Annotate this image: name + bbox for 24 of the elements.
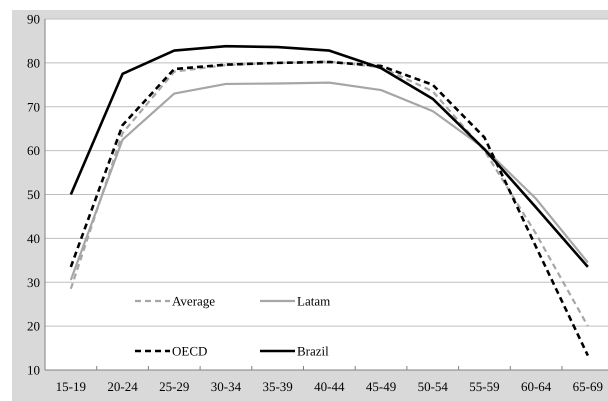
x-tick-label: 20-24 <box>107 379 138 394</box>
x-tick-label: 55-59 <box>469 379 500 394</box>
y-tick-label: 40 <box>27 230 40 246</box>
y-tick-label: 90 <box>27 12 40 27</box>
y-tick-label: 60 <box>27 143 40 158</box>
legend-label: Brazil <box>297 344 330 359</box>
y-tick-label: 80 <box>27 55 40 70</box>
x-tick-label: 60-64 <box>520 379 552 394</box>
y-tick-label: 10 <box>27 362 40 378</box>
y-tick-label: 20 <box>27 318 40 334</box>
x-tick-label: 35-39 <box>262 379 293 394</box>
x-tick-label: 40-44 <box>314 379 346 394</box>
legend-label: Latam <box>297 294 330 309</box>
x-tick-label: 65-69 <box>572 379 604 394</box>
y-tick-label: 70 <box>27 99 40 114</box>
y-tick-label: 50 <box>27 187 40 202</box>
x-tick-label: 30-34 <box>210 379 242 394</box>
x-tick-label: 45-49 <box>366 379 396 394</box>
x-tick-label: 15-19 <box>56 379 86 394</box>
legend-label: OECD <box>172 344 208 359</box>
y-tick-label: 30 <box>27 274 40 290</box>
x-tick-label: 25-29 <box>159 379 190 394</box>
legend-label: Average <box>172 294 216 309</box>
x-tick-label: 50-54 <box>418 379 448 394</box>
